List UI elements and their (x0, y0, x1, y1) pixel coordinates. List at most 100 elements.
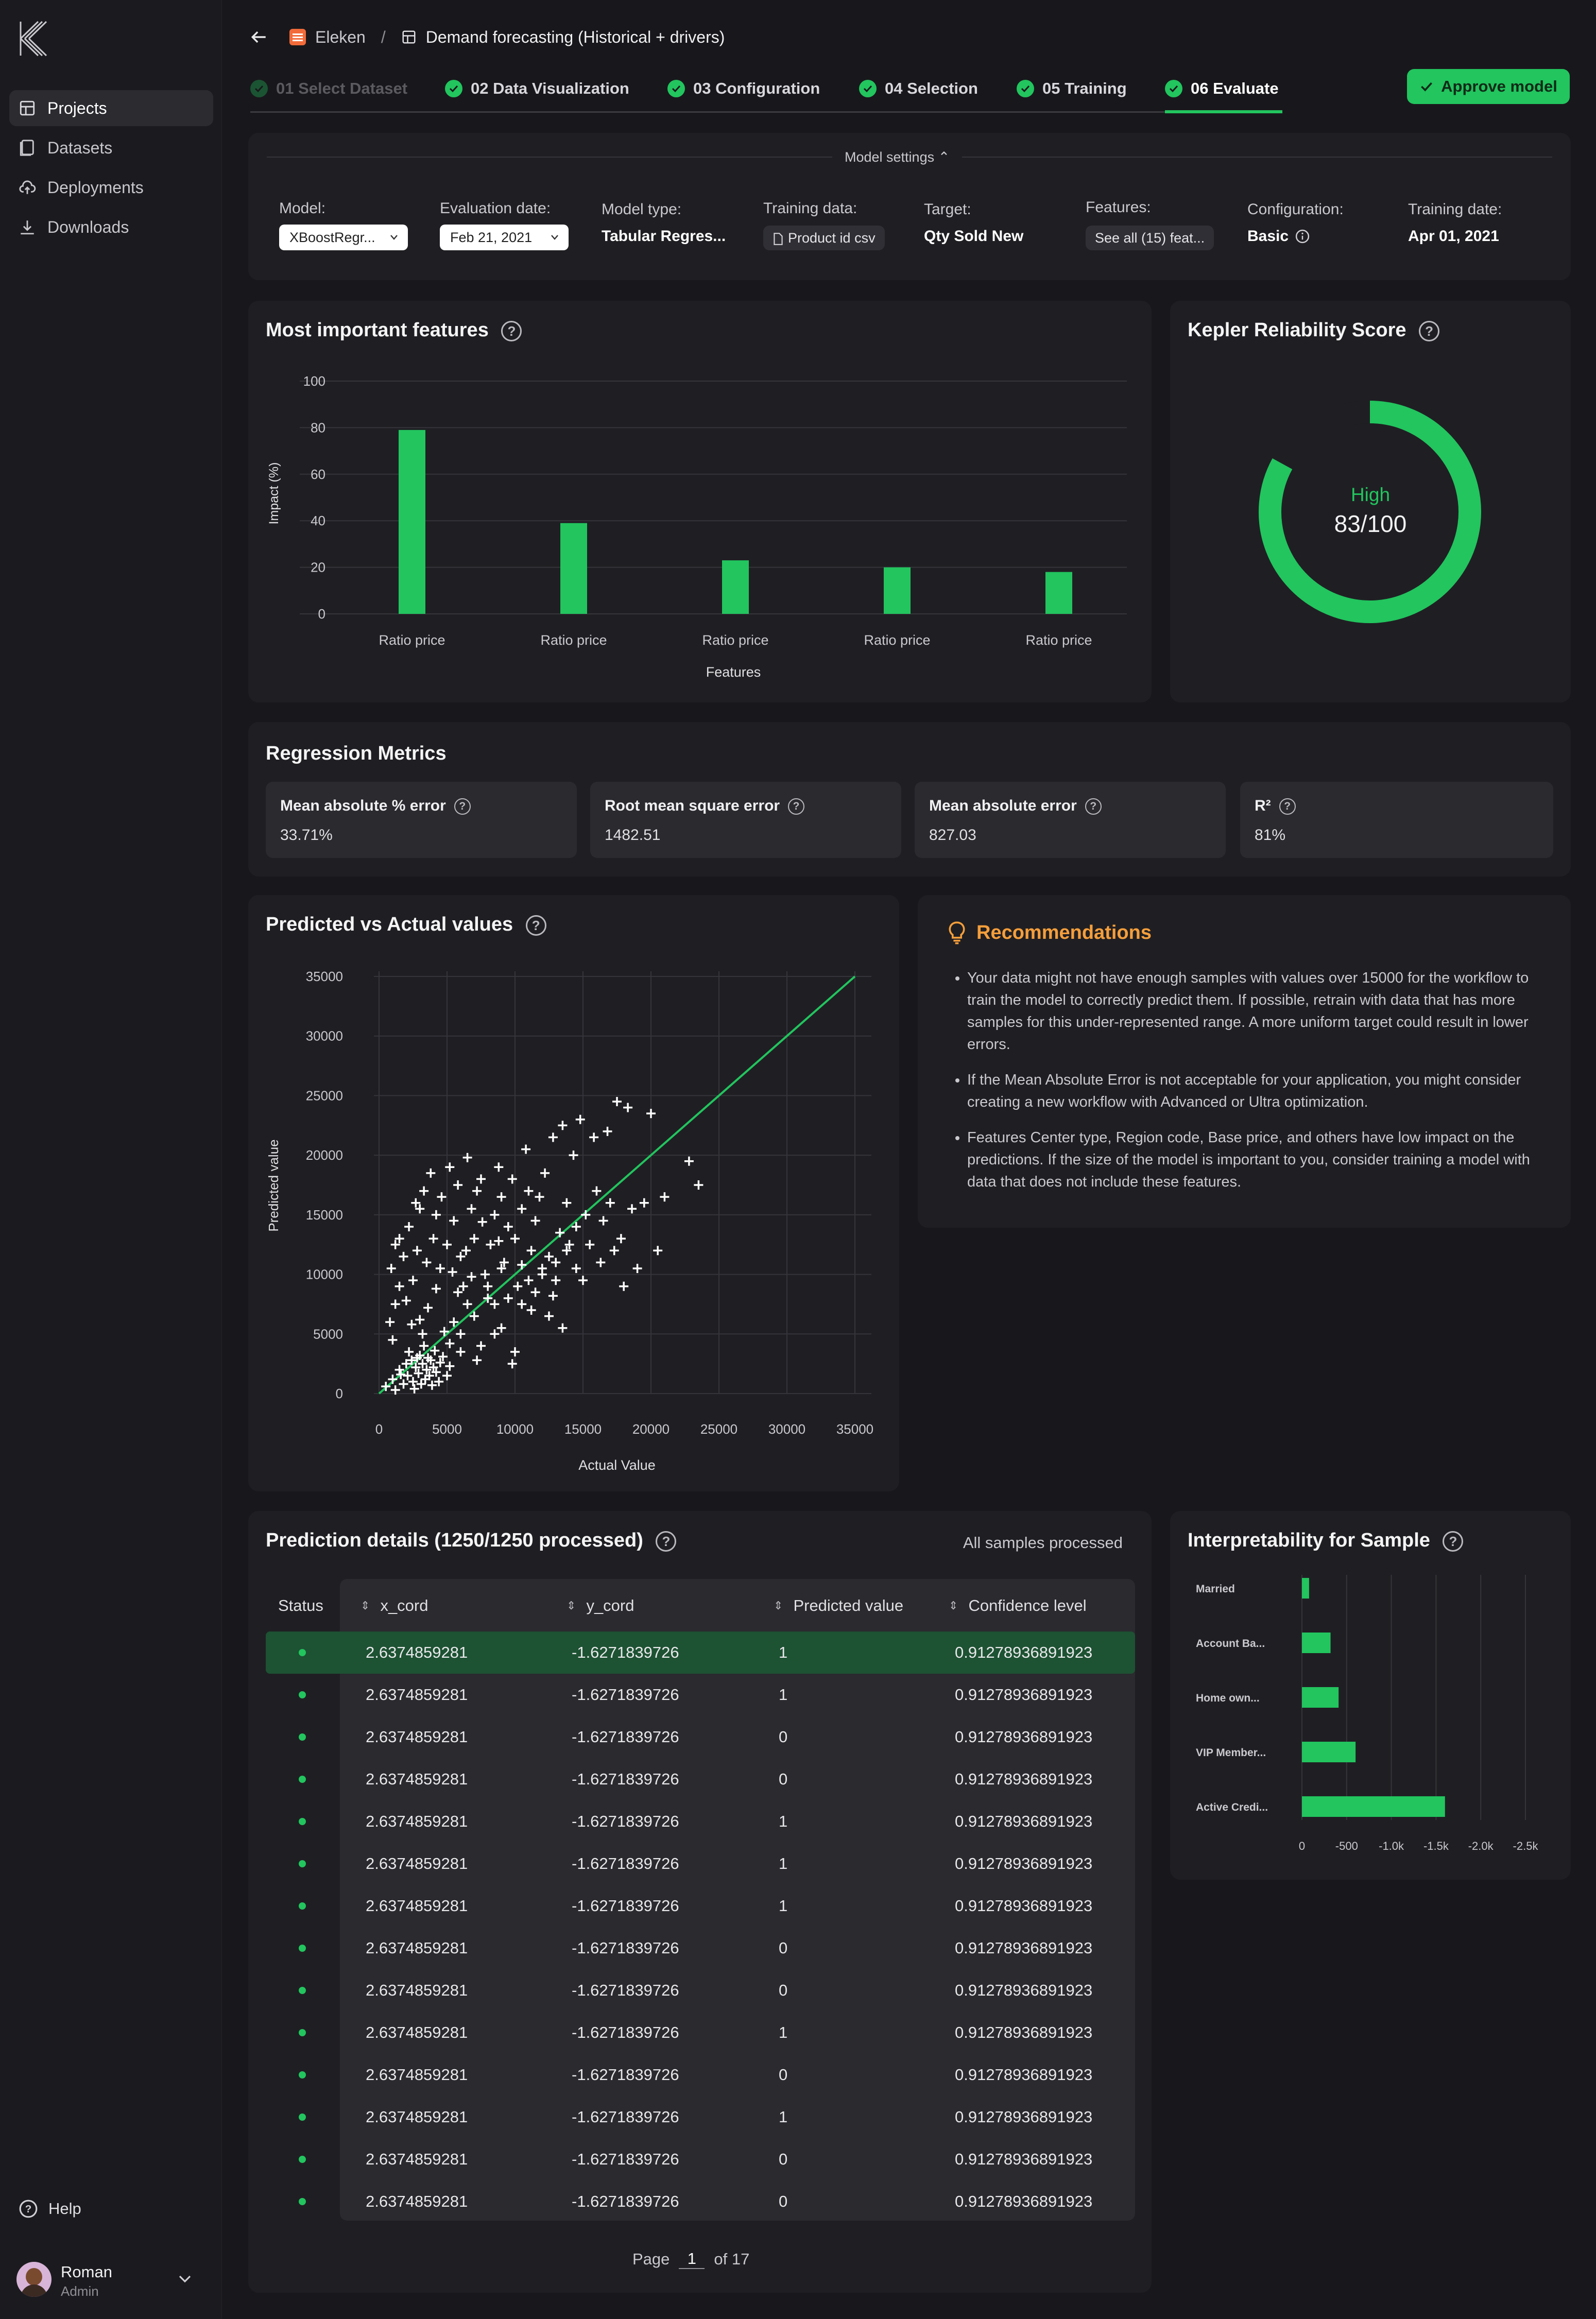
tab-data-visualization[interactable]: 02 Data Visualization (445, 77, 629, 100)
evaluation-date-select[interactable]: Feb 21, 2021 (440, 225, 569, 250)
scatter-point (438, 1352, 448, 1362)
tab-selection[interactable]: 04 Selection (859, 77, 978, 100)
table-row[interactable]: 2.6374859281 -1.6271839726 0 0.912789368919… (266, 1969, 1135, 2012)
model-label: Model: (279, 200, 326, 217)
scatter-point (394, 1281, 404, 1291)
scatter-point (589, 1132, 599, 1142)
chevron-down-icon (390, 235, 398, 240)
x-tick-label: 25000 (700, 1421, 737, 1437)
sidebar-item-downloads[interactable]: Downloads (9, 209, 213, 245)
table-row[interactable]: 2.6374859281 -1.6271839726 1 0.912789368919… (266, 1674, 1135, 1716)
scatter-point (399, 1251, 408, 1261)
page-input[interactable]: 1 (679, 2249, 705, 2269)
column-header-y-cord[interactable]: ⇕ y_cord (567, 1596, 634, 1614)
column-header-x-cord[interactable]: ⇕ x_cord (361, 1596, 428, 1614)
help-icon[interactable]: ? (454, 798, 471, 815)
scatter-point (526, 1305, 536, 1315)
cell-predicted-value: 1 (779, 1812, 788, 1830)
cell-predicted-value: 0 (779, 1981, 788, 1999)
tab-training[interactable]: 05 Training (1017, 77, 1127, 100)
kepler-logo[interactable] (18, 20, 50, 58)
x-tick-label: Ratio price (702, 632, 768, 648)
scatter-point (619, 1281, 629, 1291)
features-chip[interactable]: See all (15) feat... (1086, 226, 1214, 250)
scatter-point (551, 1276, 561, 1285)
check-circle-icon (1017, 80, 1034, 97)
scatter-point (386, 1264, 396, 1273)
help-icon[interactable]: ? (501, 320, 522, 341)
approve-model-button[interactable]: Approve model (1407, 69, 1570, 104)
table-row[interactable]: 2.6374859281 -1.6271839726 0 0.912789368919… (266, 1716, 1135, 1758)
scatter-point (558, 1323, 568, 1333)
breadcrumb-project[interactable]: Demand forecasting (Historical + drivers… (425, 27, 725, 46)
info-icon[interactable] (1295, 229, 1310, 244)
scatter-point (564, 1240, 574, 1249)
table-row[interactable]: 2.6374859281 -1.6271839726 0 0.912789368919… (266, 1758, 1135, 1800)
model-select[interactable]: XBoostRegr... (279, 225, 408, 250)
table-row[interactable]: 2.6374859281 -1.6271839726 1 0.912789368919… (266, 1631, 1135, 1674)
table-row[interactable]: 2.6374859281 -1.6271839726 0 0.912789368919… (266, 1927, 1135, 1969)
sort-icon: ⇕ (567, 1599, 576, 1612)
column-header-confidence[interactable]: ⇕ Confidence level (949, 1596, 1087, 1614)
help-icon[interactable]: ? (656, 1531, 677, 1552)
file-icon (20, 140, 34, 156)
table-row[interactable]: 2.6374859281 -1.6271839726 0 0.912789368919… (266, 2138, 1135, 2180)
cell-predicted-value: 1 (779, 2023, 788, 2041)
user-menu[interactable]: Roman Admin (16, 2259, 210, 2300)
model-type-value: Tabular Regres... (602, 228, 726, 245)
scatter-point (578, 1276, 588, 1285)
recommendations-card: Recommendations Your data might not have… (918, 895, 1571, 1228)
sidebar-item-datasets[interactable]: Datasets (9, 130, 213, 166)
table-row[interactable]: 2.6374859281 -1.6271839726 1 0.912789368919… (266, 2096, 1135, 2138)
help-icon[interactable]: ? (1085, 798, 1102, 815)
table-row[interactable]: 2.6374859281 -1.6271839726 1 0.912789368919… (266, 1885, 1135, 1927)
help-icon[interactable]: ? (1443, 1531, 1464, 1552)
scatter-point (435, 1264, 445, 1273)
table-row[interactable]: 2.6374859281 -1.6271839726 1 0.912789368919… (266, 2012, 1135, 2054)
table-row[interactable]: 2.6374859281 -1.6271839726 0 0.912789368919… (266, 2180, 1135, 2223)
help-link[interactable]: ? Help (19, 2199, 81, 2219)
scatter-point (537, 1269, 547, 1279)
cell-x-cord: 2.6374859281 (366, 1939, 468, 1957)
y-tick-label: 60 (311, 467, 325, 482)
scatter-point (503, 1293, 513, 1303)
help-icon[interactable]: ? (1279, 798, 1296, 815)
sidebar-item-deployments[interactable]: Deployments (9, 169, 213, 205)
cell-confidence: 0.91278936891923 (955, 1686, 1093, 1704)
scatter-point (408, 1276, 418, 1285)
tab-configuration[interactable]: 03 Configuration (667, 77, 820, 100)
help-icon[interactable]: ? (788, 798, 805, 815)
scatter-point (388, 1335, 398, 1345)
scatter-point (603, 1126, 612, 1136)
x-tick-label: 5000 (432, 1421, 462, 1437)
scatter-point (453, 1180, 463, 1190)
scatter-point (404, 1347, 414, 1356)
tab-evaluate[interactable]: 06 Evaluate (1165, 77, 1279, 100)
target-value: Qty Sold New (924, 228, 1024, 245)
column-header-predicted[interactable]: ⇕ Predicted value (774, 1596, 904, 1614)
tab-select-dataset[interactable]: 01 Select Dataset (250, 77, 407, 100)
scatter-point (494, 1162, 504, 1172)
avatar (16, 2262, 52, 2297)
help-icon[interactable]: ? (1419, 320, 1440, 341)
cell-x-cord: 2.6374859281 (366, 1981, 468, 1999)
user-name: Roman (61, 2263, 112, 2281)
y-tick-label: 25000 (306, 1088, 343, 1103)
scatter-point (596, 1258, 606, 1267)
scatter-point (483, 1293, 493, 1303)
cell-confidence: 0.91278936891923 (955, 1812, 1093, 1830)
breadcrumb-org[interactable]: Eleken (315, 27, 366, 46)
cell-y-cord: -1.6271839726 (572, 1981, 679, 1999)
table-row[interactable]: 2.6374859281 -1.6271839726 1 0.912789368919… (266, 1800, 1135, 1843)
back-arrow-icon[interactable] (250, 29, 268, 45)
table-row[interactable]: 2.6374859281 -1.6271839726 1 0.912789368919… (266, 1843, 1135, 1885)
bar (884, 567, 911, 614)
scatter-point (480, 1269, 490, 1279)
scatter-point (684, 1156, 694, 1166)
y-tick-label: 40 (311, 513, 325, 528)
model-settings-toggle[interactable]: Model settings ⌃ (832, 147, 963, 167)
help-icon[interactable]: ? (525, 915, 546, 936)
sidebar-item-projects[interactable]: Projects (9, 90, 213, 126)
training-data-chip[interactable]: Product id csv (763, 226, 885, 250)
table-row[interactable]: 2.6374859281 -1.6271839726 0 0.912789368919… (266, 2054, 1135, 2096)
